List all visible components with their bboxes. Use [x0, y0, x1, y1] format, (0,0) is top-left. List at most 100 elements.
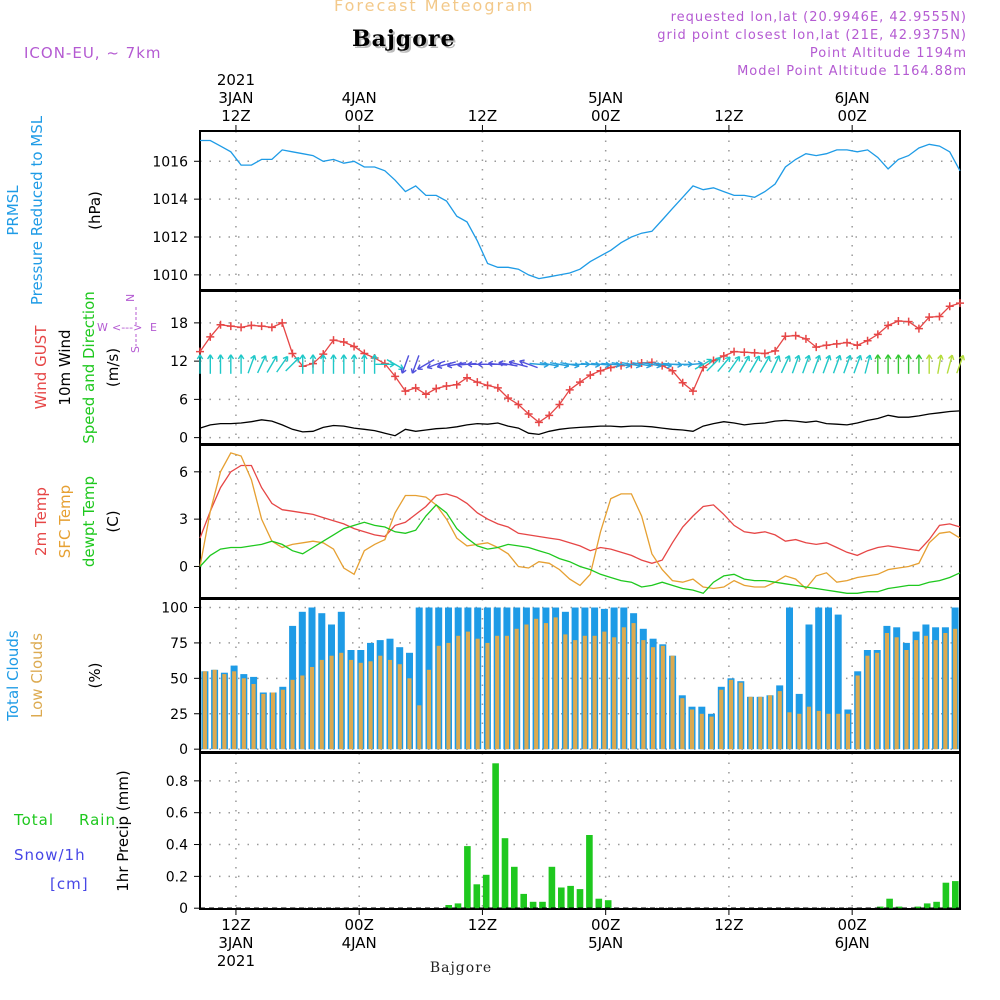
- wind-arrow-head: [340, 354, 348, 360]
- wind-arrow-head: [250, 354, 257, 361]
- wind-arrow: [580, 362, 600, 366]
- wind-arrow-head: [925, 354, 933, 360]
- wind-arrow: [822, 355, 831, 374]
- wind-arrow-head: [865, 354, 873, 361]
- low-cloud-bar: [806, 706, 811, 750]
- low-cloud-bar: [768, 695, 773, 750]
- y-tick-label: 0: [179, 559, 188, 575]
- pressure-panel: 1010 1012 1014 1016 PRMSL Pressure Reduced to…: [4, 115, 961, 305]
- y-axis-label: (m/s): [104, 348, 122, 387]
- top-time-label: 4JAN: [342, 89, 377, 107]
- rain-bar: [923, 903, 931, 909]
- model-point-altitude: Model Point Altitude 1164.88m: [737, 64, 967, 79]
- wind-arrow-head: [905, 354, 912, 360]
- gust-marker: [740, 348, 749, 357]
- low-cloud-bar: [514, 628, 519, 750]
- low-cloud-bar: [290, 679, 295, 750]
- series-prmsl: [200, 139, 961, 280]
- wind-arrow-head: [804, 354, 811, 361]
- gust-marker: [196, 347, 204, 356]
- wind-arrow-head: [706, 358, 713, 365]
- wind-arrow-head: [487, 360, 494, 368]
- low-cloud-bar: [475, 638, 480, 750]
- precip-frame: [199, 752, 961, 910]
- wind-arrow: [652, 362, 672, 367]
- low-cloud-bar: [573, 640, 578, 750]
- y-tick-label: 0.6: [166, 806, 188, 822]
- y-tick-label: 12: [170, 354, 188, 370]
- wind-arrow: [791, 355, 800, 374]
- wind-arrow: [256, 355, 267, 374]
- low-cloud-bar: [758, 696, 763, 750]
- low-cloud-bar: [368, 661, 373, 750]
- compass-arrow: <--->: [112, 321, 142, 334]
- wind-arrow-head: [330, 354, 337, 360]
- wind-arrow-head: [299, 354, 306, 360]
- low-cloud-bar: [943, 633, 948, 750]
- wind-arrow: [843, 355, 851, 374]
- series-line: [199, 504, 961, 595]
- low-cloud-bar: [388, 659, 393, 750]
- wind-arrow-head: [937, 354, 944, 360]
- gust-marker: [801, 334, 810, 343]
- series-sfc-temp: [199, 452, 961, 590]
- wind-arrow: [539, 362, 559, 367]
- grid-point-coordinates: grid point closest lon,lat (21E, 42.9375…: [657, 28, 967, 43]
- temperature-frame: [199, 444, 961, 599]
- total-cloud-bar: [415, 607, 423, 750]
- low-cloud-bar: [543, 623, 548, 750]
- low-cloud-bar: [582, 635, 587, 750]
- rain-bar: [877, 906, 884, 909]
- wind-arrow: [285, 357, 300, 372]
- wind-arrow: [560, 362, 580, 367]
- gust-marker: [257, 322, 266, 331]
- legend-rain: Rain: [79, 811, 116, 829]
- gust-marker: [463, 373, 472, 382]
- wind-arrow-head: [237, 354, 245, 360]
- wind-arrow-head: [426, 363, 433, 370]
- gust-marker: [760, 349, 769, 358]
- wind-arrow-head: [498, 360, 504, 367]
- low-cloud-bar: [261, 693, 266, 750]
- gust-marker: [278, 318, 287, 327]
- top-time-label: 3JAN: [218, 89, 253, 107]
- series-2m-temp: [199, 464, 961, 564]
- y-axis-label: Low Clouds: [28, 633, 46, 718]
- wind-arrow: [632, 362, 652, 367]
- low-cloud-bar: [836, 713, 841, 750]
- gust-marker: [247, 321, 256, 330]
- wind-arrow: [611, 362, 631, 367]
- series-line: [200, 139, 961, 280]
- low-cloud-bar: [923, 635, 928, 750]
- wind-arrow-head: [895, 354, 902, 360]
- low-cloud-bar: [222, 674, 227, 750]
- legend-total: Total: [13, 811, 54, 829]
- low-cloud-bar: [826, 713, 831, 750]
- rain-bar: [473, 884, 481, 909]
- wind-arrow-head: [467, 361, 473, 368]
- y-tick-label: 100: [161, 601, 188, 617]
- bottom-time-label: 3JAN: [218, 934, 253, 952]
- rain-bar: [548, 866, 556, 909]
- rain-bar: [895, 906, 903, 909]
- wind-arrow: [683, 362, 703, 366]
- rain-bar: [464, 846, 471, 909]
- low-cloud-bar: [280, 689, 285, 750]
- rain-bar: [445, 905, 452, 909]
- wind-arrow: [853, 355, 862, 374]
- low-cloud-bar: [651, 647, 656, 750]
- wind-arrow: [276, 356, 289, 373]
- low-cloud-bar: [485, 642, 490, 750]
- gust-marker: [226, 322, 235, 331]
- y-tick-label: 50: [170, 671, 188, 687]
- wind-arrow-head: [958, 354, 965, 361]
- gust-marker: [206, 332, 215, 341]
- low-cloud-bar: [855, 675, 860, 750]
- wind-arrow-head: [715, 356, 721, 363]
- gust-marker: [504, 394, 513, 403]
- rain-bar: [558, 887, 565, 909]
- wind-arrow-head: [915, 354, 923, 360]
- top-time-label: 12Z: [714, 107, 743, 125]
- wind-arrow: [437, 361, 456, 368]
- cloud-bars: [201, 607, 959, 750]
